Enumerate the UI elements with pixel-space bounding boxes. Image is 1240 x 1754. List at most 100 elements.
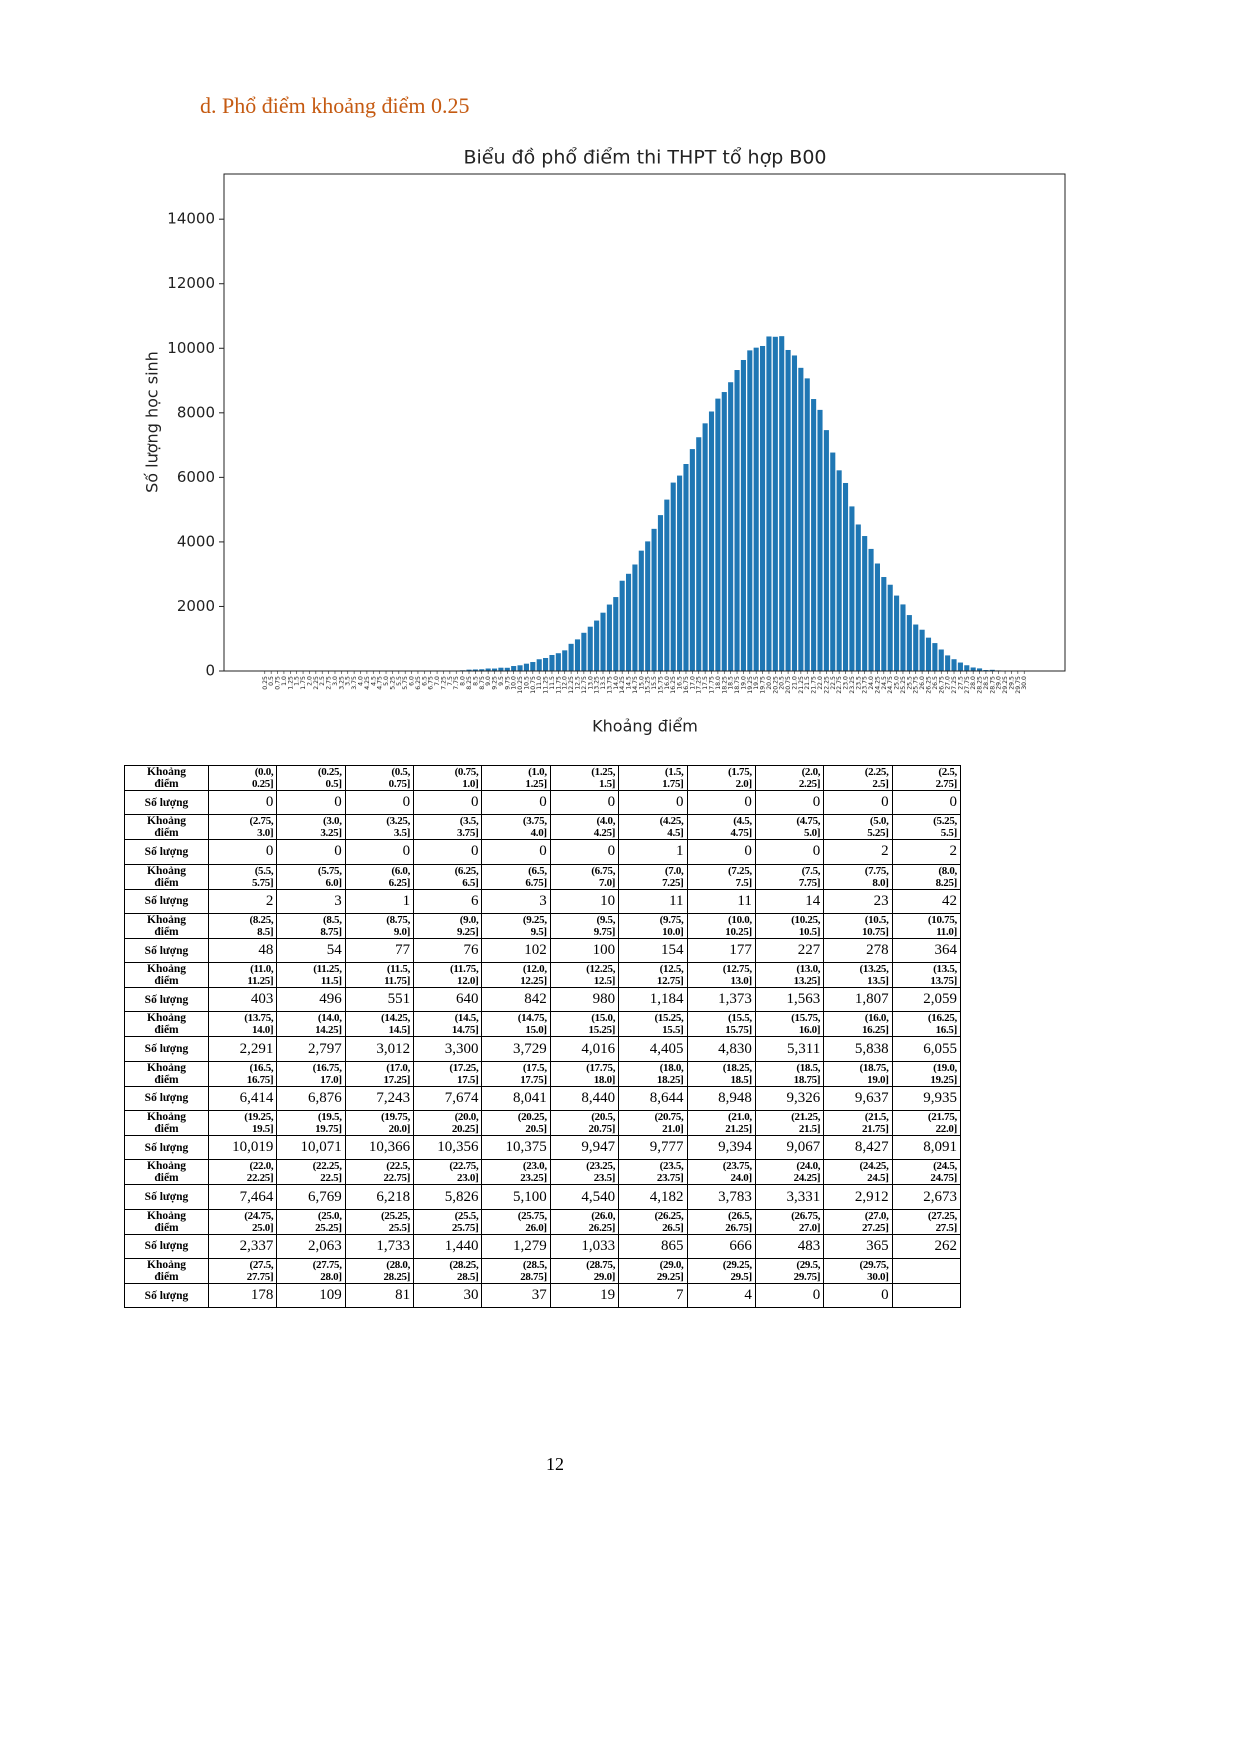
interval-text: (19.0, 19.25]	[930, 1061, 958, 1086]
count-cell: 2,797	[276, 1036, 346, 1062]
bar	[989, 669, 995, 671]
count-cell: 6,876	[276, 1085, 346, 1112]
interval-cell: (8.75, 9.0]	[344, 912, 415, 939]
header-text: Khoảng điểm	[147, 1061, 186, 1086]
bar	[485, 668, 491, 671]
x-tick-label: 4.75	[377, 676, 384, 690]
x-tick-label: 29.25	[1002, 676, 1009, 694]
count-cell: 76	[413, 937, 483, 964]
table-row: Khoảng điểm (0.0, 0.25] (0.25, 0.5] (0.5, 0…	[124, 765, 962, 791]
x-tick-label: 13.0	[587, 676, 594, 690]
bar	[708, 411, 715, 671]
interval-cell: (0.0, 0.25]	[207, 765, 278, 791]
x-tick-label: 12.5	[574, 676, 581, 690]
bar	[645, 541, 651, 671]
interval-cell: (19.75, 20.0]	[344, 1110, 415, 1137]
row-header: Số lượng	[124, 1184, 209, 1210]
interval-cell: (10.5, 10.75]	[823, 912, 893, 939]
x-tick-label: 6.75	[428, 676, 435, 690]
row-header: Khoảng điểm	[124, 962, 209, 989]
count-cell: 30	[413, 1282, 483, 1309]
interval-text: (27.25, 27.5]	[927, 1209, 957, 1234]
count-cell: 7,243	[344, 1085, 415, 1112]
x-tick-label: 6.0	[409, 676, 416, 686]
interval-cell: (10.75, 11.0]	[891, 912, 962, 939]
interval-text: (24.25, 24.5]	[859, 1160, 889, 1185]
x-tick-label: 13.25	[594, 676, 601, 694]
interval-text: (8.0, 8.25]	[935, 864, 958, 889]
count-cell: 10,375	[481, 1135, 551, 1161]
interval-text: (17.5, 17.75]	[520, 1061, 547, 1086]
interval-cell: (5.5, 5.75]	[207, 863, 278, 890]
table-row: Số lượng 7,464 6,769 6,218 5,826 5,100 4,540 4,…	[124, 1184, 962, 1210]
header-text: Khoảng điểm	[147, 1111, 186, 1136]
bar	[594, 620, 600, 671]
x-tick-label: 17.5	[702, 676, 709, 690]
interval-text: (23.5, 23.75]	[656, 1160, 684, 1185]
plot-frame	[223, 173, 1066, 672]
x-tick-label: 11.75	[555, 676, 562, 694]
interval-cell: (10.0, 10.25]	[686, 912, 756, 939]
interval-text: (4.5, 4.75]	[730, 815, 752, 840]
x-tick-label: 22.5	[830, 676, 837, 690]
interval-text: (7.5, 7.75]	[798, 864, 821, 889]
x-tick-label: 28.0	[970, 676, 977, 690]
interval-text: (15.75, 16.0]	[791, 1012, 821, 1037]
x-tick-label: 12.75	[581, 676, 588, 694]
interval-text: (28.5, 28.75]	[520, 1258, 547, 1283]
count-cell: 10,366	[344, 1135, 415, 1161]
bar	[555, 653, 561, 671]
interval-text: (22.0, 22.25]	[246, 1160, 274, 1185]
x-tick-label: 10.5	[523, 676, 530, 690]
x-tick-label: 9.75	[504, 676, 511, 690]
x-tick-label: 30.0	[1021, 676, 1028, 690]
bar	[606, 604, 612, 671]
interval-text: (16.0, 16.25]	[861, 1012, 889, 1037]
interval-cell: (3.25, 3.5]	[344, 814, 415, 841]
interval-cell: (25.5, 25.75]	[413, 1208, 483, 1235]
interval-cell: (10.25, 10.5]	[754, 912, 825, 939]
x-tick-label: 3.75	[351, 676, 358, 690]
interval-cell: (1.0, 1.25]	[481, 765, 551, 791]
count-cell: 4	[686, 1282, 756, 1309]
interval-cell: (11.5, 11.75]	[344, 962, 415, 989]
x-tick-label: 24.75	[887, 676, 894, 694]
count-cell: 0	[276, 839, 346, 865]
x-tick-label: 20.5	[779, 676, 786, 690]
x-tick-label: 17.0	[689, 676, 696, 690]
interval-text: (11.25, 11.5]	[313, 963, 342, 988]
interval-cell: (28.0, 28.25]	[344, 1257, 415, 1284]
interval-text: (7.75, 8.0]	[864, 864, 889, 889]
chart-title: Biểu đồ phổ điểm thi THPT tổ hợp B00	[463, 147, 826, 169]
interval-text: (2.75, 3.0]	[249, 815, 274, 840]
x-tick-label: 7.25	[440, 676, 447, 690]
interval-text: (9.75, 10.0]	[659, 913, 684, 938]
interval-text: (14.0, 14.25]	[315, 1012, 342, 1037]
x-tick-label: 8.5	[472, 676, 479, 686]
count-cell: 9,777	[618, 1135, 688, 1161]
bar	[479, 669, 485, 671]
count-cell: 2	[823, 839, 893, 865]
interval-cell: (4.25, 4.5]	[618, 814, 688, 841]
header-text: Khoảng điểm	[147, 815, 186, 840]
interval-cell: (18.5, 18.75]	[754, 1060, 825, 1087]
interval-cell: (12.0, 12.25]	[481, 962, 551, 989]
x-tick-label: 1.25	[287, 676, 294, 690]
interval-text: (12.75, 13.0]	[722, 963, 752, 988]
table-row: Số lượng 6,414 6,876 7,243 7,674 8,041 8,440 8,…	[124, 1085, 962, 1112]
x-tick-label: 15.0	[638, 676, 645, 690]
x-tick-label: 15.25	[645, 676, 652, 694]
interval-cell: (24.0, 24.25]	[754, 1159, 825, 1186]
interval-text: (8.25, 8.5]	[249, 913, 274, 938]
interval-cell: (25.75, 26.0]	[481, 1208, 551, 1235]
x-tick-label: 29.5	[1008, 676, 1015, 690]
count-cell: 1,279	[481, 1233, 551, 1259]
bar	[772, 336, 778, 671]
x-tick-label: 23.0	[843, 676, 850, 690]
count-cell: 11	[686, 888, 756, 914]
x-tick-label: 19.0	[740, 676, 747, 690]
count-cell: 54	[276, 937, 346, 964]
interval-text: (18.25, 18.5]	[722, 1061, 752, 1086]
interval-text: (3.0, 3.25]	[320, 815, 342, 840]
count-cell: 0	[344, 839, 415, 865]
